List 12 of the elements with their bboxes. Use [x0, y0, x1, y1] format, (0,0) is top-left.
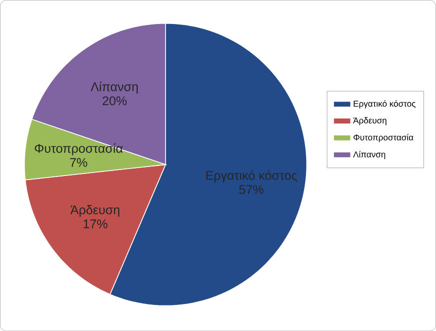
data-label: 57%	[239, 185, 264, 194]
legend-label: Λίπανση	[353, 150, 386, 160]
legend-label: Φυτοπροστασία	[354, 134, 414, 142]
legend-label: Άρδευση	[353, 117, 386, 126]
data-label: 7%	[70, 158, 88, 167]
data-label: 20%	[102, 96, 127, 106]
slice-label: Φυτοπροστασία	[34, 143, 123, 156]
legend-label: Εργατικό κόστος	[354, 100, 416, 108]
slice-label: Λίπανση	[90, 82, 138, 94]
data-label: 17%	[84, 219, 108, 228]
slice-label: Εργατικό κόστος	[206, 170, 297, 182]
slice-label: Άρδευση	[70, 204, 120, 217]
